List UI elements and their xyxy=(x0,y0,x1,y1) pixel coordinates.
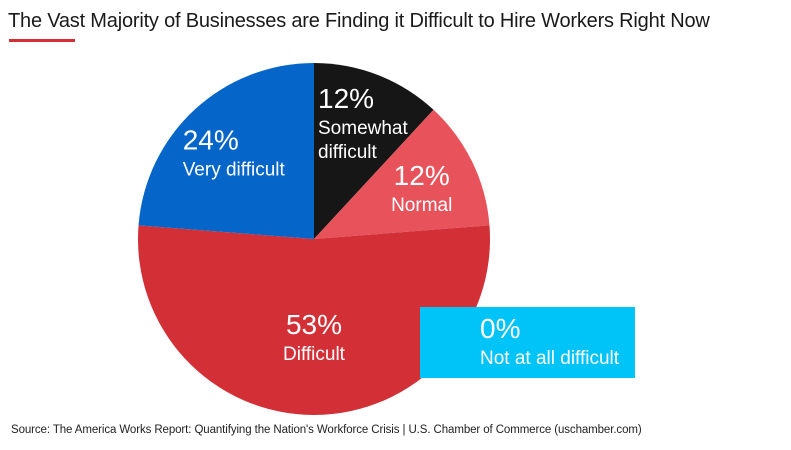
zero-percent-callout: 0% Not at all difficult xyxy=(420,307,635,378)
source-note: Source: The America Works Report: Quanti… xyxy=(11,424,642,436)
pie-slice-very-difficult xyxy=(138,63,314,239)
pie-percent-label-difficult: 53% xyxy=(286,309,342,340)
callout-percent: 0% xyxy=(480,313,521,344)
pie-percent-label-very-difficult: 24% xyxy=(183,124,239,155)
pie-percent-label-normal: 12% xyxy=(394,160,450,191)
pie-percent-label-somewhat-difficult: 12% xyxy=(318,83,374,114)
callout-label: Not at all difficult xyxy=(480,348,620,369)
pie-slice-normal xyxy=(314,109,490,239)
pie-category-label-somewhat-difficult: Somewhat xyxy=(318,118,408,139)
pie-category-label-very-difficult: Very difficult xyxy=(183,159,286,180)
pie-slice-somewhat-difficult xyxy=(314,63,434,239)
title-accent-rule xyxy=(9,39,75,42)
pie-category-label-difficult: Difficult xyxy=(283,344,346,365)
pie-slices xyxy=(138,63,490,415)
pie-category-label-normal: Normal xyxy=(391,195,452,216)
pie-slice-difficult xyxy=(138,225,490,415)
pie-category-label-somewhat-difficult: difficult xyxy=(318,142,378,163)
chart-title: The Vast Majority of Businesses are Find… xyxy=(8,10,710,32)
pie-labels: 12% Somewhat difficult 12% Normal 53% Difficul… xyxy=(183,83,453,365)
